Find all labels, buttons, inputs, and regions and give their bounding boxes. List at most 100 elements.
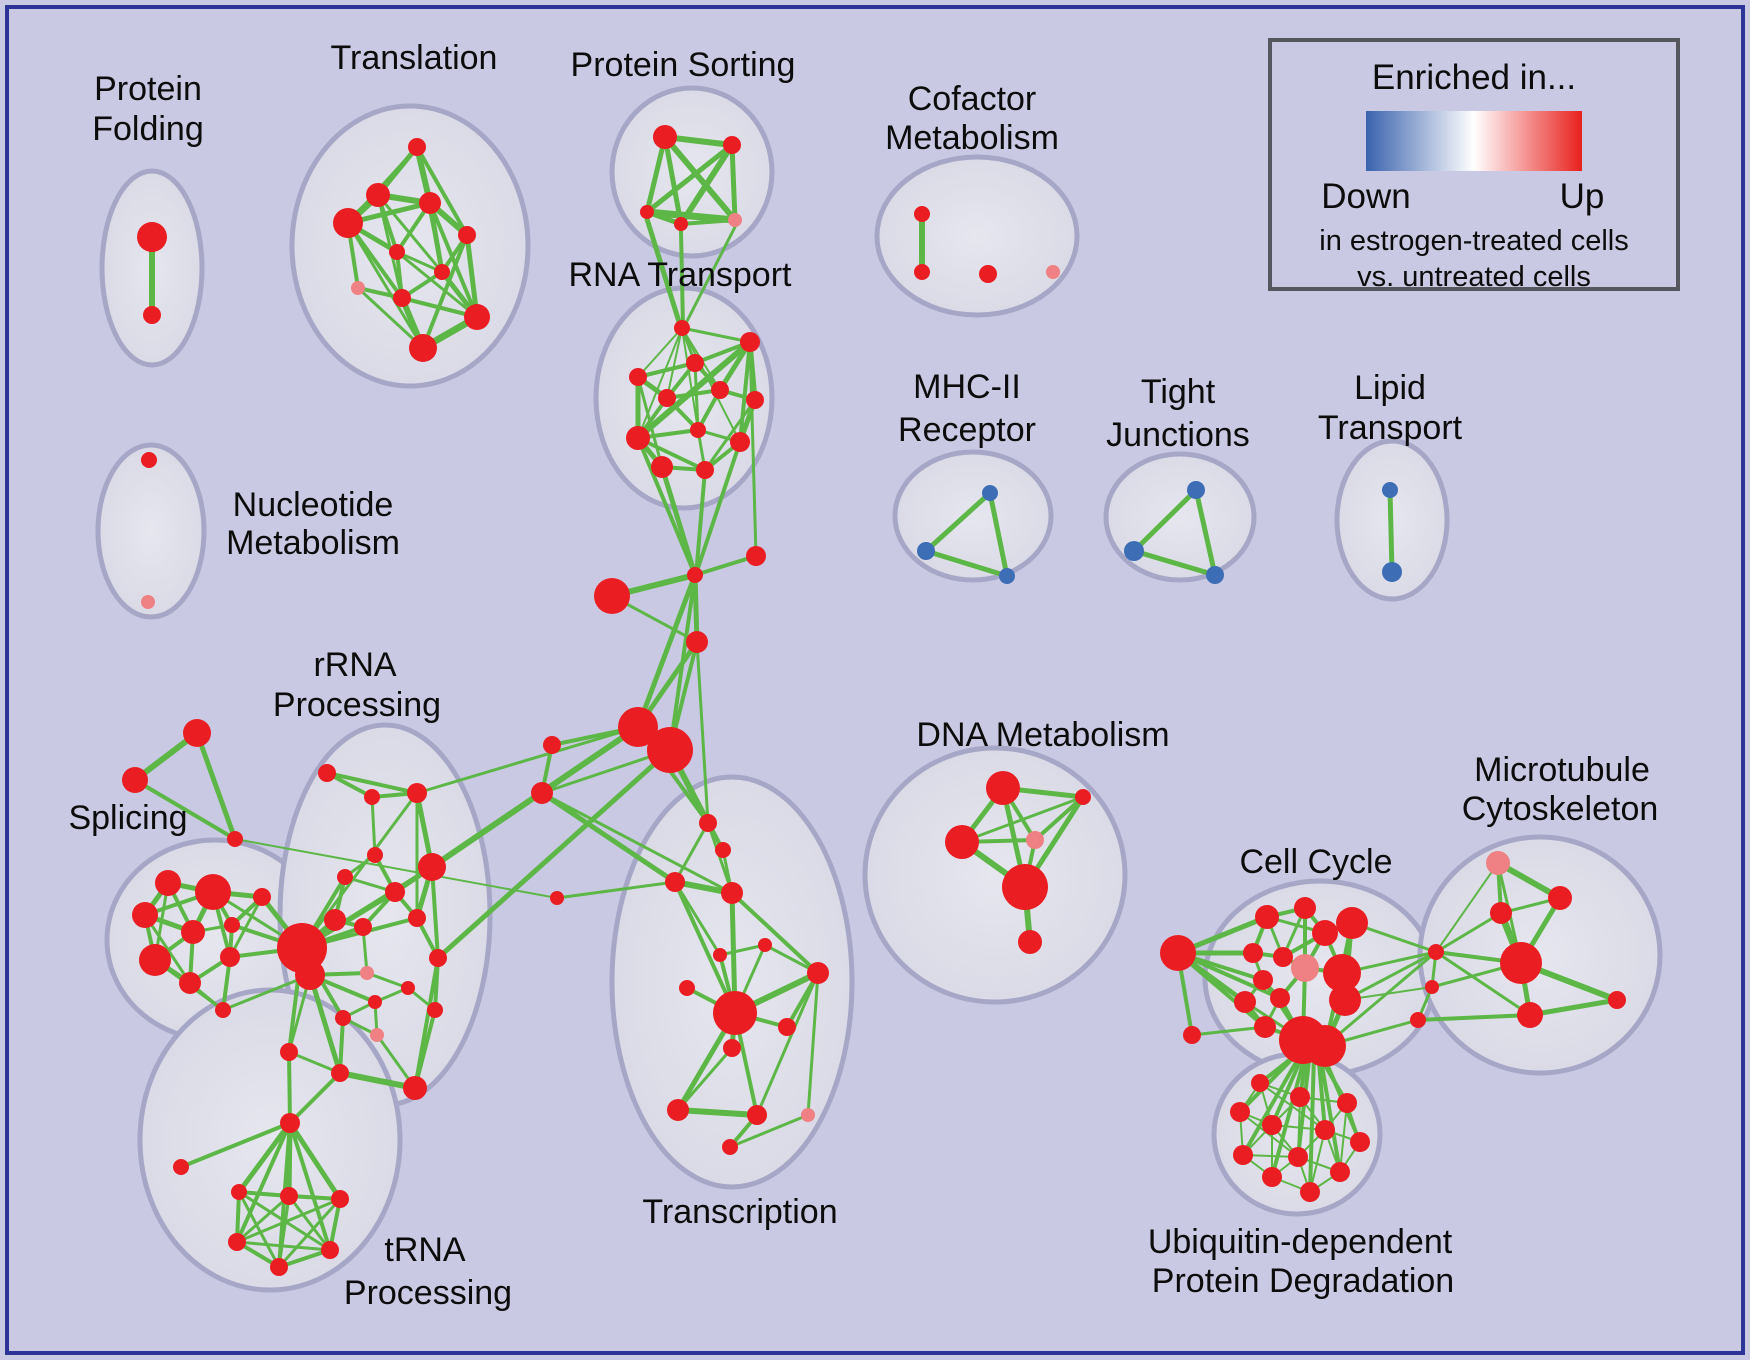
gene-set-node-cell-cycle[interactable] — [1312, 920, 1338, 946]
gene-set-node-translation[interactable] — [464, 304, 490, 330]
gene-set-node-transcription[interactable] — [722, 1139, 738, 1155]
gene-set-node-tight-junctions[interactable] — [1187, 481, 1205, 499]
gene-set-node-mhc-ii-receptor[interactable] — [982, 485, 998, 501]
gene-set-node-transcription[interactable] — [747, 1105, 767, 1125]
gene-set-node-transcription[interactable] — [713, 948, 727, 962]
gene-set-node-microtubule-cytoskeleton[interactable] — [1608, 991, 1626, 1009]
gene-set-node-ubiquitin-degradation[interactable] — [1230, 1102, 1250, 1122]
gene-set-node-network-core[interactable] — [531, 782, 553, 804]
gene-set-node-rrna-processing[interactable] — [407, 783, 427, 803]
gene-set-node-rna-transport[interactable] — [629, 368, 647, 386]
gene-set-node-dna-metabolism[interactable] — [1075, 789, 1091, 805]
gene-set-node-protein-sorting[interactable] — [674, 217, 688, 231]
gene-set-node-rna-transport[interactable] — [696, 461, 714, 479]
gene-set-node-ubiquitin-degradation[interactable] — [1337, 1093, 1357, 1113]
gene-set-node-tight-junctions[interactable] — [1206, 566, 1224, 584]
gene-set-node-ubiquitin-degradation[interactable] — [1251, 1074, 1269, 1092]
gene-set-node-ubiquitin-degradation[interactable] — [1350, 1132, 1370, 1152]
gene-set-node-trna-processing[interactable] — [228, 1233, 246, 1251]
gene-set-node-cell-cycle[interactable] — [1183, 1026, 1201, 1044]
gene-set-node-rrna-processing[interactable] — [403, 1076, 427, 1100]
gene-set-node-network-core[interactable] — [687, 567, 703, 583]
gene-set-node-cell-cycle[interactable] — [1294, 897, 1316, 919]
gene-set-node-cell-cycle[interactable] — [1160, 935, 1196, 971]
gene-set-node-network-core[interactable] — [746, 546, 766, 566]
gene-set-node-transcription[interactable] — [758, 938, 772, 952]
gene-set-node-transcription[interactable] — [715, 842, 731, 858]
gene-set-node-transcription[interactable] — [778, 1018, 796, 1036]
gene-set-node-mhc-ii-receptor[interactable] — [999, 568, 1015, 584]
gene-set-node-ubiquitin-degradation[interactable] — [1262, 1115, 1282, 1135]
gene-set-node-trna-processing[interactable] — [173, 1159, 189, 1175]
gene-set-node-rrna-processing[interactable] — [385, 882, 405, 902]
gene-set-node-rrna-processing[interactable] — [370, 1028, 384, 1042]
gene-set-node-dna-metabolism[interactable] — [1002, 864, 1048, 910]
gene-set-node-cofactor-metabolism[interactable] — [1046, 265, 1060, 279]
gene-set-node-rna-transport[interactable] — [651, 456, 673, 478]
gene-set-node-splicing[interactable] — [215, 1002, 231, 1018]
gene-set-node-protein-sorting[interactable] — [640, 205, 654, 219]
gene-set-node-rrna-processing[interactable] — [364, 789, 380, 805]
gene-set-node-trna-processing[interactable] — [331, 1190, 349, 1208]
gene-set-node-protein-sorting[interactable] — [653, 125, 677, 149]
gene-set-node-rrna-processing[interactable] — [324, 909, 346, 931]
gene-set-node-rrna-processing[interactable] — [367, 847, 383, 863]
gene-set-node-rrna-processing[interactable] — [418, 853, 446, 881]
gene-set-node-nucleotide-metabolism[interactable] — [141, 595, 155, 609]
gene-set-node-cofactor-metabolism[interactable] — [914, 264, 930, 280]
gene-set-node-rna-transport[interactable] — [626, 426, 650, 450]
gene-set-node-rna-transport[interactable] — [746, 391, 764, 409]
gene-set-node-splicing[interactable] — [122, 767, 148, 793]
gene-set-node-transcription[interactable] — [801, 1108, 815, 1122]
gene-set-node-tight-junctions[interactable] — [1124, 541, 1144, 561]
gene-set-node-splicing[interactable] — [224, 917, 240, 933]
gene-set-node-microtubule-cytoskeleton[interactable] — [1490, 902, 1512, 924]
gene-set-node-microtubule-cytoskeleton[interactable] — [1425, 980, 1439, 994]
gene-set-node-ubiquitin-degradation[interactable] — [1233, 1145, 1253, 1165]
gene-set-node-rrna-processing[interactable] — [360, 966, 374, 980]
gene-set-node-transcription[interactable] — [679, 980, 695, 996]
gene-set-node-translation[interactable] — [393, 289, 411, 307]
gene-set-node-trna-processing[interactable] — [270, 1258, 288, 1276]
gene-set-node-cell-cycle[interactable] — [1255, 905, 1279, 929]
gene-set-node-rrna-processing[interactable] — [277, 923, 327, 973]
gene-set-node-transcription[interactable] — [699, 814, 717, 832]
gene-set-node-network-core[interactable] — [594, 578, 630, 614]
gene-set-node-rrna-processing[interactable] — [408, 909, 426, 927]
gene-set-node-rrna-processing[interactable] — [368, 995, 382, 1009]
gene-set-node-cell-cycle[interactable] — [1243, 943, 1263, 963]
gene-set-node-trna-processing[interactable] — [280, 1043, 298, 1061]
gene-set-node-protein-folding[interactable] — [143, 306, 161, 324]
gene-set-node-rrna-processing[interactable] — [331, 1064, 349, 1082]
gene-set-node-dna-metabolism[interactable] — [1018, 930, 1042, 954]
gene-set-node-cell-cycle[interactable] — [1254, 1016, 1276, 1038]
gene-set-node-transcription[interactable] — [807, 962, 829, 984]
gene-set-node-rna-transport[interactable] — [711, 381, 729, 399]
gene-set-node-transcription[interactable] — [713, 991, 757, 1035]
gene-set-node-splicing[interactable] — [181, 920, 205, 944]
gene-set-node-trna-processing[interactable] — [280, 1113, 300, 1133]
gene-set-node-cell-cycle[interactable] — [1329, 984, 1361, 1016]
gene-set-node-rrna-processing[interactable] — [337, 869, 353, 885]
gene-set-node-microtubule-cytoskeleton[interactable] — [1517, 1002, 1543, 1028]
gene-set-node-splicing[interactable] — [183, 719, 211, 747]
gene-set-node-rrna-processing[interactable] — [295, 960, 325, 990]
gene-set-node-translation[interactable] — [434, 264, 450, 280]
gene-set-node-lipid-transport[interactable] — [1382, 562, 1402, 582]
gene-set-node-microtubule-cytoskeleton[interactable] — [1548, 886, 1572, 910]
gene-set-node-cell-cycle[interactable] — [1273, 947, 1293, 967]
gene-set-node-dna-metabolism[interactable] — [945, 825, 979, 859]
gene-set-node-translation[interactable] — [408, 138, 426, 156]
gene-set-node-microtubule-cytoskeleton[interactable] — [1428, 944, 1444, 960]
gene-set-node-rrna-processing[interactable] — [429, 949, 447, 967]
gene-set-node-transcription[interactable] — [665, 872, 685, 892]
gene-set-node-splicing[interactable] — [155, 870, 181, 896]
gene-set-node-rrna-processing[interactable] — [401, 981, 415, 995]
gene-set-node-network-core[interactable] — [543, 736, 561, 754]
gene-set-node-rna-transport[interactable] — [690, 422, 706, 438]
gene-set-node-lipid-transport[interactable] — [1382, 482, 1398, 498]
gene-set-node-microtubule-cytoskeleton[interactable] — [1486, 851, 1510, 875]
gene-set-node-cell-cycle[interactable] — [1291, 954, 1319, 982]
gene-set-node-rrna-processing[interactable] — [335, 1010, 351, 1026]
gene-set-node-trna-processing[interactable] — [280, 1187, 298, 1205]
